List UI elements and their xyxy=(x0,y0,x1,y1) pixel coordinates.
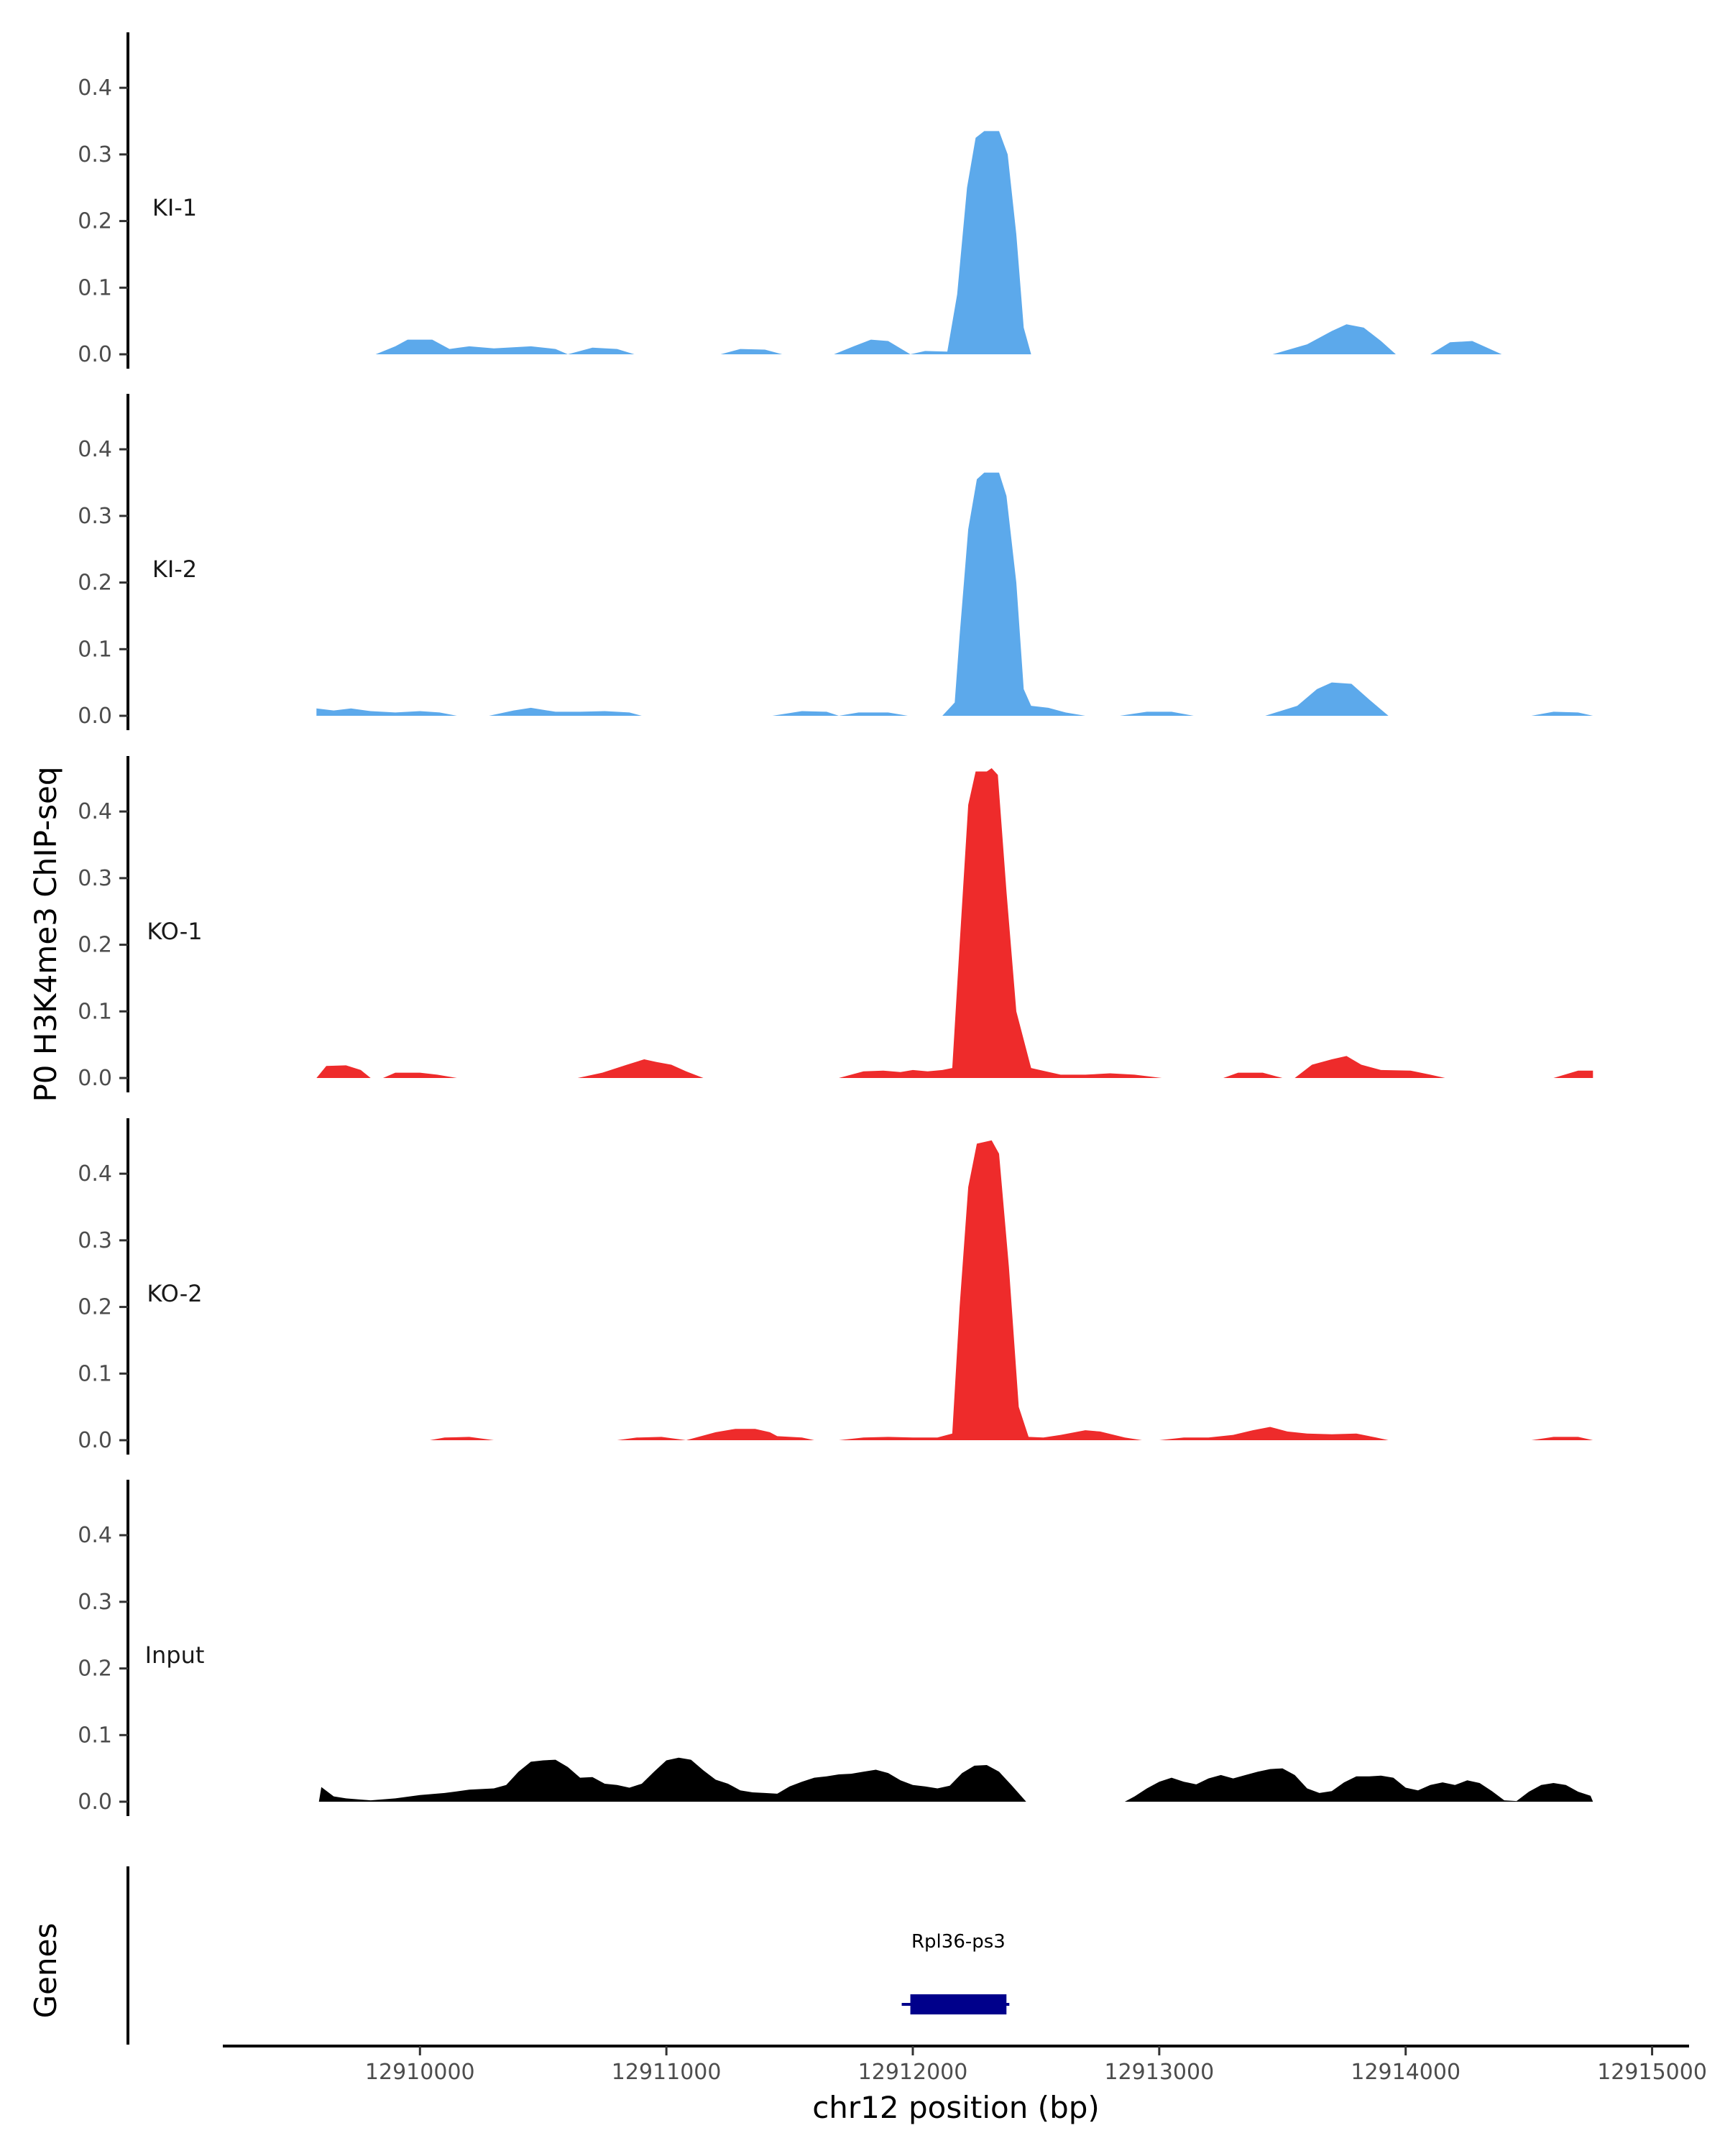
genes-panel: Genes Rpl36-ps3 xyxy=(28,1866,1010,2045)
signal-area xyxy=(1553,1070,1593,1078)
signal-area xyxy=(1294,1056,1445,1078)
signal-area xyxy=(1124,1768,1593,1802)
signal-area xyxy=(1265,682,1389,716)
y-tick-label: 0.0 xyxy=(78,704,112,729)
tracks-layer: 0.00.10.20.30.4KI-10.00.10.20.30.4KI-20.… xyxy=(78,32,1593,1816)
y-tick-label: 0.0 xyxy=(78,342,112,367)
track-label: KI-2 xyxy=(152,556,197,583)
signal-area xyxy=(489,707,642,716)
y-tick-label: 0.2 xyxy=(78,933,112,958)
y-tick-label: 0.4 xyxy=(78,75,112,101)
signal-area xyxy=(1159,1427,1389,1440)
signal-area xyxy=(834,131,1031,354)
gene-label: Rpl36-ps3 xyxy=(911,1931,1006,1953)
y-tick-label: 0.3 xyxy=(78,866,112,891)
signal-area xyxy=(839,1140,1142,1440)
y-tick-label: 0.2 xyxy=(78,571,112,596)
signal-area xyxy=(772,711,840,716)
x-tick-label: 12911000 xyxy=(612,2060,722,2085)
track-ki-2: 0.0 0.1 0.2 0.3 0.4 KI-2 xyxy=(78,394,1593,730)
y-tick-label: 0.1 xyxy=(78,999,112,1024)
y-tick-label: 0.1 xyxy=(78,1723,112,1748)
track-ko-2: 0.0 0.1 0.2 0.3 0.4 KO-2 xyxy=(78,1118,1593,1455)
signal-area xyxy=(1531,1437,1593,1440)
signal-area xyxy=(430,1437,494,1440)
y-tick-label: 0.0 xyxy=(78,1066,112,1091)
track-label: Input xyxy=(145,1641,205,1669)
x-axis-title: chr12 position (bp) xyxy=(812,2090,1100,2125)
signal-area xyxy=(839,712,908,716)
y-tick-label: 0.3 xyxy=(78,142,112,167)
x-tick-label: 12912000 xyxy=(858,2060,968,2085)
y-tick-label: 0.3 xyxy=(78,504,112,529)
y-tick-label: 0.3 xyxy=(78,1590,112,1615)
y-tick-label: 0.2 xyxy=(78,1657,112,1682)
y-tick-label: 0.1 xyxy=(78,1361,112,1386)
y-tick-label: 0.2 xyxy=(78,209,112,234)
x-axis: 12910000 12911000 12912000 12913000 12914000… xyxy=(223,2045,1707,2085)
signal-area xyxy=(577,1059,704,1078)
signal-area xyxy=(1120,711,1194,716)
track-label: KI-1 xyxy=(152,194,197,221)
track-label: KO-2 xyxy=(147,1280,202,1307)
track-ko-1: 0.0 0.1 0.2 0.3 0.4 KO-1 xyxy=(78,756,1593,1092)
genes-title: Genes xyxy=(28,1923,63,2019)
signal-area xyxy=(1430,341,1502,354)
signal-area xyxy=(1531,711,1593,716)
track-input: 0.0 0.1 0.2 0.3 0.4 Input xyxy=(78,1480,1593,1816)
x-tick-label: 12914000 xyxy=(1351,2060,1460,2085)
y-tick-label: 0.0 xyxy=(78,1428,112,1453)
signal-area xyxy=(839,768,1162,1078)
y-tick-label: 0.3 xyxy=(78,1228,112,1253)
track-ki-1: 0.0 0.1 0.2 0.3 0.4 KI-1 xyxy=(78,32,1502,369)
y-tick-label: 0.0 xyxy=(78,1789,112,1815)
signal-area xyxy=(686,1429,814,1440)
signal-area xyxy=(617,1437,686,1440)
signal-area xyxy=(1272,324,1396,354)
y-tick-label: 0.4 xyxy=(78,799,112,824)
x-tick-label: 12913000 xyxy=(1105,2060,1215,2085)
x-tick-label: 12915000 xyxy=(1597,2060,1707,2085)
x-tick-label: 12910000 xyxy=(365,2060,475,2085)
y-tick-label: 0.1 xyxy=(78,637,112,662)
y-axis-title: P0 H3K4me3 ChIP-seq xyxy=(28,766,63,1102)
signal-area xyxy=(382,1072,457,1078)
signal-area xyxy=(942,472,1085,716)
y-tick-label: 0.1 xyxy=(78,275,112,300)
signal-area xyxy=(375,339,568,354)
y-tick-label: 0.4 xyxy=(78,1161,112,1187)
y-tick-label: 0.4 xyxy=(78,1523,112,1548)
signal-area xyxy=(316,1065,371,1078)
signal-area xyxy=(1223,1072,1283,1078)
signal-area xyxy=(318,1757,1026,1802)
y-tick-label: 0.4 xyxy=(78,437,112,462)
y-tick-label: 0.2 xyxy=(78,1295,112,1320)
signal-area xyxy=(568,347,635,354)
track-label: KO-1 xyxy=(147,918,202,945)
signal-area xyxy=(720,349,783,354)
signal-area xyxy=(316,708,457,716)
